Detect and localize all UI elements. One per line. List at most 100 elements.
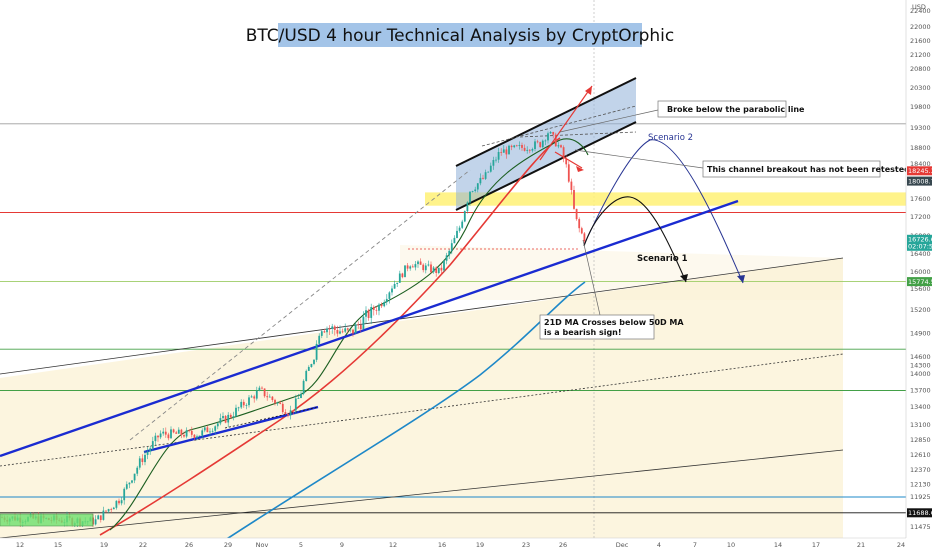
currency-label: USD <box>912 3 926 11</box>
candle <box>372 305 375 316</box>
time-tick-label: 16 <box>438 541 446 549</box>
time-axis[interactable] <box>0 538 932 550</box>
candle <box>401 272 404 279</box>
price-badge: 15774.59 <box>907 277 932 287</box>
candle <box>510 144 513 151</box>
candle <box>375 306 378 315</box>
candle <box>214 425 217 435</box>
price-tick-label: 15200 <box>910 306 931 314</box>
candle <box>424 263 427 274</box>
candle <box>471 190 474 193</box>
time-tick-label: 15 <box>54 541 62 549</box>
candle <box>367 308 370 321</box>
time-tick-label: 12 <box>389 541 397 549</box>
candle <box>469 191 471 206</box>
candle <box>583 232 586 245</box>
annotation-box-parabolic <box>657 100 787 118</box>
candle <box>453 235 456 244</box>
candle <box>521 142 523 151</box>
candle <box>435 266 438 277</box>
callout-line-ma <box>582 239 601 316</box>
candle <box>136 465 139 477</box>
parabolic-trend-line <box>129 169 471 441</box>
scenario-1-path <box>583 196 687 283</box>
time-tick-label: 29 <box>224 541 232 549</box>
price-tick-label: 11925 <box>910 493 931 501</box>
time-tick-label: 21 <box>857 541 865 549</box>
horizontal-levels <box>0 123 906 514</box>
red-arrow-side-head <box>576 166 584 172</box>
price-axis[interactable] <box>906 0 932 538</box>
channel-mid-line-2 <box>519 131 637 138</box>
channel-mid-line <box>481 105 637 147</box>
callout-line-channel <box>574 149 704 169</box>
price-ticks: 11475 11688.66 11925 12130 12370 12610 12850 13… <box>910 7 932 531</box>
accumulation-zone <box>0 513 94 527</box>
price-tick-label: 12850 <box>910 436 931 444</box>
candle <box>180 428 183 439</box>
price-tick-label: 15600 <box>910 285 931 293</box>
candle <box>466 201 469 214</box>
candle <box>484 169 487 180</box>
candle <box>232 411 235 421</box>
candle <box>580 226 583 235</box>
candle <box>513 144 516 149</box>
price-tick-label: 12610 <box>910 451 931 459</box>
annotation-channel: This channel breakout has not been retes… <box>707 165 927 174</box>
candle <box>534 138 536 152</box>
candle <box>107 508 110 514</box>
candle <box>554 132 557 147</box>
candle <box>276 401 279 406</box>
red-arrow-up <box>539 85 593 161</box>
candle <box>508 144 510 155</box>
price-badge-label: 02:07:58 <box>908 243 932 251</box>
scenario-2-label: Scenario 2 <box>648 133 693 143</box>
candle <box>310 363 313 368</box>
annotation-box-channel <box>702 160 881 178</box>
price-tick-label: 14000 <box>910 370 931 378</box>
scenario-2-path <box>583 139 744 284</box>
candle <box>315 340 318 363</box>
candle <box>463 210 466 223</box>
candle <box>344 323 347 333</box>
candle <box>211 428 214 433</box>
candle <box>333 324 336 336</box>
candle <box>365 306 367 324</box>
candle <box>120 496 123 506</box>
scenario-1-label: Scenario 1 <box>637 254 688 264</box>
price-tick-label: 13100 <box>910 421 931 429</box>
candle <box>427 260 430 267</box>
candle <box>487 171 490 173</box>
time-tick-label: Dec <box>616 541 629 549</box>
candle <box>266 391 269 401</box>
annotation-ma-cross-line2: is a bearish sign! <box>544 328 622 337</box>
price-tick-label: 14600 <box>910 353 931 361</box>
price-badge-label: 16726.65 <box>908 236 932 244</box>
candle <box>575 208 578 221</box>
price-badge: 11688.66 <box>907 508 932 518</box>
candle <box>164 427 167 438</box>
candle <box>495 156 497 163</box>
candle <box>500 148 503 156</box>
candle <box>370 303 373 325</box>
candle <box>474 186 477 193</box>
price-tick-label: 19300 <box>910 124 931 132</box>
candle <box>263 388 266 398</box>
price-tick-label: 19800 <box>910 103 931 111</box>
candle <box>157 435 159 442</box>
candle <box>313 359 315 366</box>
candle <box>346 327 349 333</box>
price-badge-label: 11688.66 <box>908 509 932 517</box>
candle <box>476 183 479 193</box>
price-tick-label: 14300 <box>910 362 931 370</box>
candle <box>567 161 570 183</box>
price-tick-label: 18400 <box>910 160 931 168</box>
lower-channel-bottom-line <box>0 449 844 539</box>
candle <box>131 480 133 484</box>
candle <box>565 155 568 168</box>
candle <box>323 328 326 333</box>
candle <box>331 323 334 334</box>
candle <box>248 395 250 408</box>
candle <box>253 394 256 403</box>
